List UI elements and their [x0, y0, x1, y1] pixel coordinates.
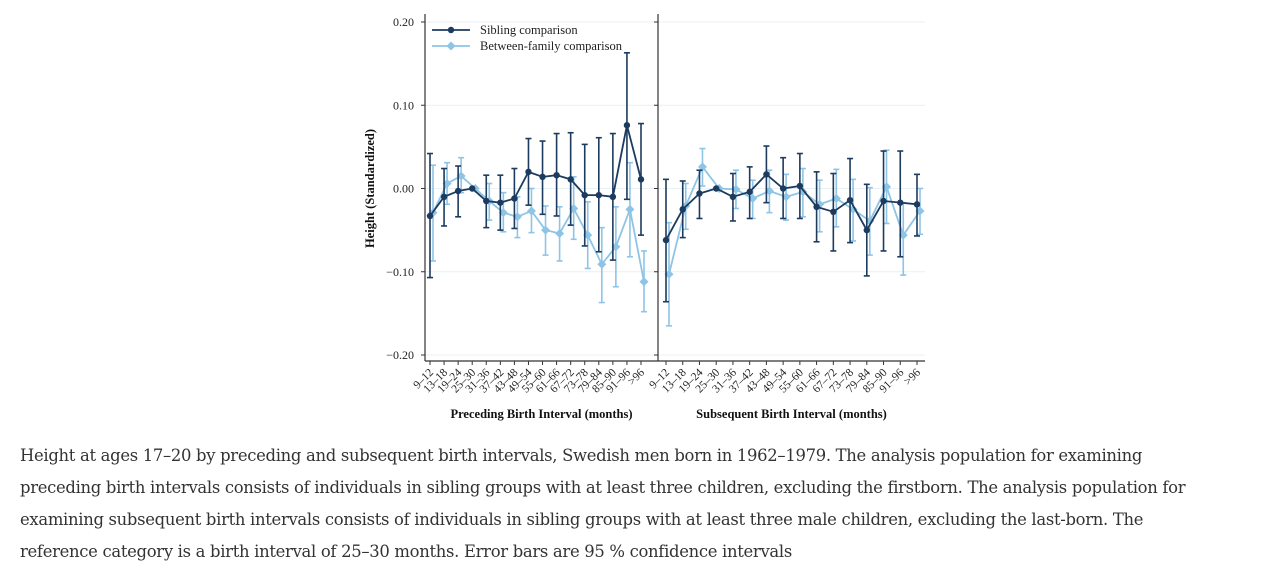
data-point — [913, 201, 921, 208]
data-point — [662, 236, 670, 244]
x-tick-label: >96 — [902, 366, 923, 387]
data-point — [623, 122, 631, 129]
series-line — [432, 174, 645, 282]
data-point — [497, 199, 504, 206]
x-axis-label: Subsequent Birth Interval (months) — [696, 407, 887, 421]
data-point — [555, 228, 565, 238]
panel-left: 9–1213–1819–2425–3031–3637–4243–4849–545… — [411, 14, 658, 421]
data-point — [526, 206, 536, 216]
data-point — [696, 190, 703, 197]
y-tick-label: −0.20 — [386, 348, 414, 362]
data-point — [469, 185, 476, 192]
data-point — [846, 196, 854, 204]
data-point — [639, 277, 649, 287]
data-point — [697, 162, 707, 172]
x-axis-label: Preceding Birth Interval (months) — [450, 407, 632, 421]
data-point — [511, 195, 518, 202]
data-point — [779, 185, 787, 192]
legend-marker — [447, 26, 455, 34]
caption-line: reference category is a birth interval o… — [20, 542, 792, 561]
series-sibling — [662, 145, 921, 303]
data-point — [426, 212, 434, 220]
data-point — [679, 206, 686, 213]
data-point — [595, 191, 602, 199]
y-axis-label: Height (Standardized) — [363, 129, 377, 248]
legend-label: Between-family comparison — [480, 39, 623, 53]
data-point — [609, 193, 617, 201]
data-point — [553, 171, 560, 179]
y-tick-label: 0.00 — [393, 182, 414, 196]
series-sibling — [426, 52, 645, 279]
legend-marker — [446, 41, 456, 51]
legend: Sibling comparison Between-family compari… — [432, 23, 623, 53]
panel-right: 9–1213–1819–2425–3031–3637–4243–4849–545… — [647, 14, 925, 421]
y-tick-label: 0.10 — [393, 98, 414, 112]
data-point — [897, 199, 904, 206]
data-point — [625, 204, 635, 214]
y-tick-label: −0.10 — [386, 265, 414, 279]
data-point — [830, 208, 837, 216]
data-point — [796, 182, 804, 190]
data-point — [567, 176, 574, 183]
data-point — [729, 193, 737, 201]
data-point — [597, 259, 607, 269]
data-point — [483, 197, 490, 205]
birth-interval-height-chart: 0.20 0.10 0.00 −0.10 −0.20 Height (Standardiz… — [363, 14, 925, 421]
caption-line: preceding birth intervals consists of in… — [20, 478, 1186, 497]
data-point — [454, 187, 462, 195]
data-point — [541, 225, 551, 235]
y-tick-label: 0.20 — [393, 15, 414, 29]
data-point — [763, 171, 770, 178]
series-between-family — [664, 147, 925, 327]
series-line — [668, 165, 921, 275]
data-point — [539, 173, 546, 181]
series-line — [665, 173, 918, 241]
data-point — [880, 197, 887, 205]
data-point — [440, 193, 448, 201]
data-point — [863, 226, 870, 234]
figure-caption: Height at ages 17–20 by preceding and su… — [20, 440, 1280, 568]
legend-label: Sibling comparison — [480, 23, 578, 37]
data-point — [813, 203, 820, 211]
data-point — [581, 191, 588, 199]
data-point — [746, 188, 753, 196]
data-point — [713, 185, 720, 192]
series-line — [429, 125, 642, 217]
caption-line: Height at ages 17–20 by preceding and su… — [20, 446, 1143, 465]
x-tick-label: >96 — [626, 366, 647, 387]
data-point — [525, 168, 532, 176]
data-point — [637, 176, 645, 183]
caption-line: examining subsequent birth intervals con… — [20, 510, 1144, 529]
